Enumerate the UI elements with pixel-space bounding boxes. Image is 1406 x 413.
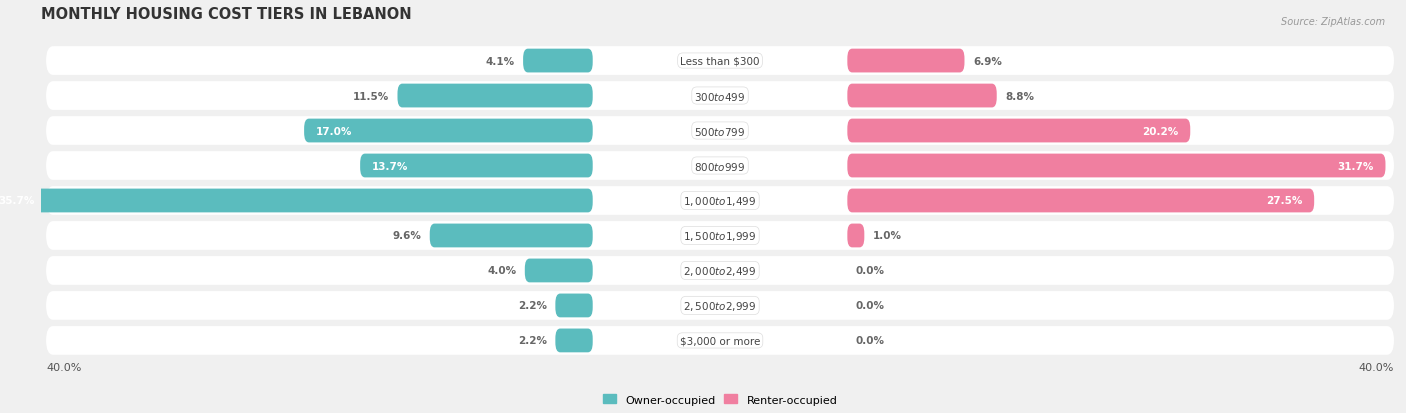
Text: 4.0%: 4.0% xyxy=(488,266,516,276)
FancyBboxPatch shape xyxy=(304,119,593,143)
Text: 35.7%: 35.7% xyxy=(0,196,35,206)
Text: 31.7%: 31.7% xyxy=(1337,161,1374,171)
Text: 13.7%: 13.7% xyxy=(373,161,408,171)
Text: 9.6%: 9.6% xyxy=(392,231,422,241)
Text: 0.0%: 0.0% xyxy=(856,336,884,346)
Text: 2.2%: 2.2% xyxy=(517,301,547,311)
FancyBboxPatch shape xyxy=(848,50,965,73)
FancyBboxPatch shape xyxy=(523,50,593,73)
FancyBboxPatch shape xyxy=(46,326,1393,355)
Text: 27.5%: 27.5% xyxy=(1265,196,1302,206)
FancyBboxPatch shape xyxy=(46,256,1393,285)
FancyBboxPatch shape xyxy=(524,259,593,282)
FancyBboxPatch shape xyxy=(848,154,1385,178)
Text: 1.0%: 1.0% xyxy=(873,231,901,241)
FancyBboxPatch shape xyxy=(46,82,1393,111)
FancyBboxPatch shape xyxy=(46,292,1393,320)
Text: 40.0%: 40.0% xyxy=(1358,362,1393,372)
FancyBboxPatch shape xyxy=(848,119,1191,143)
Text: $3,000 or more: $3,000 or more xyxy=(681,336,761,346)
FancyBboxPatch shape xyxy=(46,187,1393,215)
FancyBboxPatch shape xyxy=(46,117,1393,145)
Text: 2.2%: 2.2% xyxy=(517,336,547,346)
Text: $1,500 to $1,999: $1,500 to $1,999 xyxy=(683,229,756,242)
FancyBboxPatch shape xyxy=(0,189,593,213)
Text: $2,500 to $2,999: $2,500 to $2,999 xyxy=(683,299,756,312)
Text: 6.9%: 6.9% xyxy=(973,57,1002,66)
FancyBboxPatch shape xyxy=(46,47,1393,76)
Text: MONTHLY HOUSING COST TIERS IN LEBANON: MONTHLY HOUSING COST TIERS IN LEBANON xyxy=(41,7,412,22)
Text: 4.1%: 4.1% xyxy=(485,57,515,66)
FancyBboxPatch shape xyxy=(430,224,593,248)
Text: 0.0%: 0.0% xyxy=(856,266,884,276)
FancyBboxPatch shape xyxy=(848,84,997,108)
FancyBboxPatch shape xyxy=(555,294,593,318)
Text: 20.2%: 20.2% xyxy=(1142,126,1178,136)
Text: $800 to $999: $800 to $999 xyxy=(695,160,745,172)
FancyBboxPatch shape xyxy=(555,329,593,352)
Text: $500 to $799: $500 to $799 xyxy=(695,125,745,137)
FancyBboxPatch shape xyxy=(46,222,1393,250)
FancyBboxPatch shape xyxy=(848,189,1315,213)
Text: 17.0%: 17.0% xyxy=(316,126,353,136)
Text: $2,000 to $2,499: $2,000 to $2,499 xyxy=(683,264,756,277)
FancyBboxPatch shape xyxy=(360,154,593,178)
Legend: Owner-occupied, Renter-occupied: Owner-occupied, Renter-occupied xyxy=(599,390,842,409)
Text: 8.8%: 8.8% xyxy=(1005,91,1035,101)
FancyBboxPatch shape xyxy=(46,152,1393,180)
Text: 40.0%: 40.0% xyxy=(46,362,82,372)
Text: $1,000 to $1,499: $1,000 to $1,499 xyxy=(683,195,756,207)
Text: 0.0%: 0.0% xyxy=(856,301,884,311)
Text: 11.5%: 11.5% xyxy=(353,91,389,101)
FancyBboxPatch shape xyxy=(398,84,593,108)
Text: Less than $300: Less than $300 xyxy=(681,57,759,66)
FancyBboxPatch shape xyxy=(848,224,865,248)
Text: $300 to $499: $300 to $499 xyxy=(695,90,745,102)
Text: Source: ZipAtlas.com: Source: ZipAtlas.com xyxy=(1281,17,1385,26)
